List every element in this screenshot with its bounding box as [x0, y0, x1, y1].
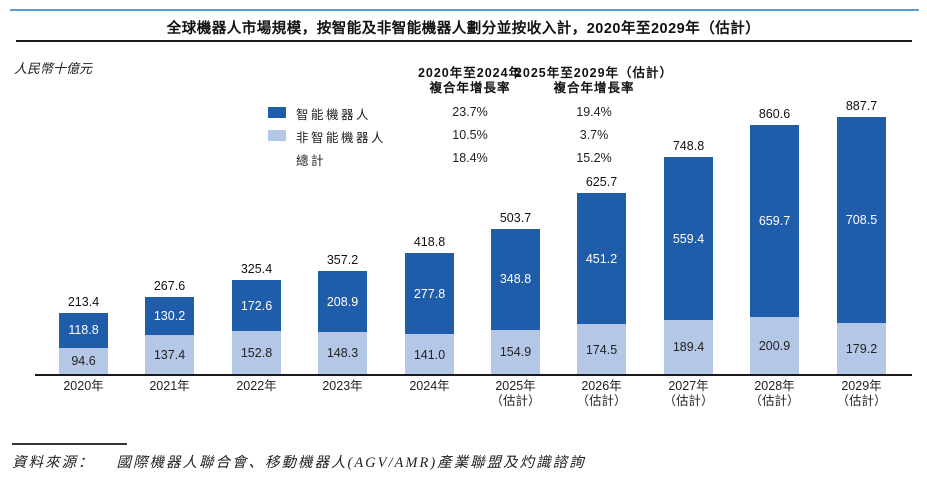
cagr-header-period: 2025年至2029年（估計）	[514, 66, 674, 80]
cagr-value-smart-2020-2024: 23.7%	[452, 105, 488, 119]
x-axis-line	[35, 374, 912, 376]
bar-total-label: 860.6	[758, 106, 791, 121]
bar-value-label-non-smart: 200.9	[758, 338, 791, 353]
x-axis-tick-label: 2027年 （估計）	[663, 379, 714, 408]
bar-value-label-non-smart: 94.6	[71, 354, 96, 369]
bar-value-label-smart: 172.6	[240, 298, 273, 313]
source-note: 資料來源： 國際機器人聯合會、移動機器人(AGV/AMR)產業聯盟及灼識諮詢	[12, 451, 912, 472]
bar-total-label: 748.8	[672, 139, 705, 154]
bar-value-label-non-smart: 152.8	[240, 345, 273, 360]
bar-segment-non-smart-robot	[318, 331, 367, 375]
bar-total-label: 625.7	[585, 175, 618, 190]
bar-value-label-smart: 348.8	[499, 272, 532, 287]
bar-value-label-smart: 277.8	[413, 286, 446, 301]
cagr-value-smart-2025-2029: 19.4%	[576, 105, 612, 119]
bar-total-label: 503.7	[499, 210, 532, 225]
bar-segment-smart-robot	[750, 124, 799, 317]
bar-segment-smart-robot	[491, 228, 540, 330]
x-axis-tick-label: 2023年	[322, 379, 363, 393]
x-axis-tick-label: 2029年 （估計）	[836, 379, 887, 408]
legend-label-non-smart-robot: 非智能機器人	[296, 131, 387, 145]
cagr-header-caption: 複合年增長率	[429, 81, 511, 95]
bar-value-label-non-smart: 137.4	[153, 348, 186, 363]
bar-value-label-non-smart: 189.4	[672, 340, 705, 355]
bar-total-label: 325.4	[240, 262, 273, 277]
bar-segment-smart-robot	[405, 253, 454, 334]
bar-segment-smart-robot	[145, 297, 194, 336]
cagr-value-total-2020-2024: 18.4%	[452, 151, 488, 165]
top-border-rule	[10, 9, 919, 11]
bar-value-label-smart: 708.5	[845, 212, 878, 227]
x-axis-tick-label: 2026年 （估計）	[576, 379, 627, 408]
x-axis-tick-label: 2028年 （估計）	[749, 379, 800, 408]
bar-total-label: 213.4	[67, 294, 100, 309]
cagr-header-caption: 複合年增長率	[553, 81, 635, 95]
x-axis-tick-label: 2021年	[149, 379, 190, 393]
bar-value-label-smart: 118.8	[68, 323, 99, 338]
bar-segment-smart-robot	[318, 271, 367, 332]
legend-label-smart-robot: 智能機器人	[296, 108, 372, 122]
bar-value-label-smart: 130.2	[153, 309, 186, 324]
cagr-header-period: 2020年至2024年	[417, 66, 523, 80]
bar-value-label-non-smart: 174.5	[585, 342, 618, 357]
legend-swatch-non-smart-robot	[268, 130, 286, 141]
bar-value-label-smart: 559.4	[672, 231, 705, 246]
cagr-value-non-smart-2025-2029: 3.7%	[579, 128, 609, 142]
page-title: 全球機器人市場規模，按智能及非智能機器人劃分並按收入計，2020年至2029年（…	[166, 21, 761, 37]
bar-total-label: 887.7	[845, 99, 878, 114]
bar-segment-non-smart-robot	[145, 335, 194, 375]
bar-segment-non-smart-robot	[232, 330, 281, 375]
bar-segment-non-smart-robot	[59, 347, 108, 375]
y-axis-unit-label: 人民幣十億元	[14, 61, 93, 76]
x-axis-tick-label: 2020年	[63, 379, 104, 393]
x-axis-tick-label: 2022年	[236, 379, 277, 393]
bar-segment-non-smart-robot	[491, 329, 540, 375]
source-divider-rule	[12, 443, 127, 445]
bar-value-label-non-smart: 148.3	[326, 346, 359, 361]
legend-label-total: 總計	[296, 154, 327, 168]
source-content: 國際機器人聯合會、移動機器人(AGV/AMR)產業聯盟及灼識諮詢	[116, 455, 586, 471]
cagr-header-2025-2029: 2025年至2029年（估計） 複合年增長率	[490, 66, 698, 96]
cagr-value-non-smart-2020-2024: 10.5%	[452, 128, 488, 142]
bar-value-label-non-smart: 179.2	[845, 341, 878, 356]
bar-segment-non-smart-robot	[750, 316, 799, 375]
source-label: 資料來源：	[12, 455, 95, 471]
bar-segment-non-smart-robot	[837, 322, 886, 375]
legend-swatch-smart-robot	[268, 107, 286, 118]
bar-segment-non-smart-robot	[664, 319, 713, 375]
cagr-value-total-2025-2029: 15.2%	[576, 151, 612, 165]
bar-segment-smart-robot	[837, 117, 886, 323]
x-axis-tick-label: 2025年 （估計）	[490, 379, 541, 408]
bar-segment-non-smart-robot	[577, 324, 626, 375]
cagr-header-2020-2024: 2020年至2024年 複合年增長率	[380, 66, 560, 96]
bar-value-label-smart: 451.2	[585, 251, 618, 266]
bar-value-label-non-smart: 154.9	[499, 345, 532, 360]
bar-segment-smart-robot	[232, 280, 281, 331]
bar-value-label-smart: 659.7	[758, 213, 791, 228]
bar-total-label: 267.6	[153, 279, 186, 294]
bar-segment-non-smart-robot	[405, 334, 454, 375]
bar-total-label: 357.2	[326, 253, 359, 268]
bar-total-label: 418.8	[413, 235, 446, 250]
title-underline-rule	[16, 40, 912, 42]
bar-value-label-smart: 208.9	[326, 294, 359, 309]
bar-segment-smart-robot	[577, 193, 626, 325]
bar-segment-smart-robot	[59, 312, 108, 348]
bar-segment-smart-robot	[664, 157, 713, 320]
bar-value-label-non-smart: 141.0	[413, 347, 446, 362]
x-axis-tick-label: 2024年	[409, 379, 450, 393]
